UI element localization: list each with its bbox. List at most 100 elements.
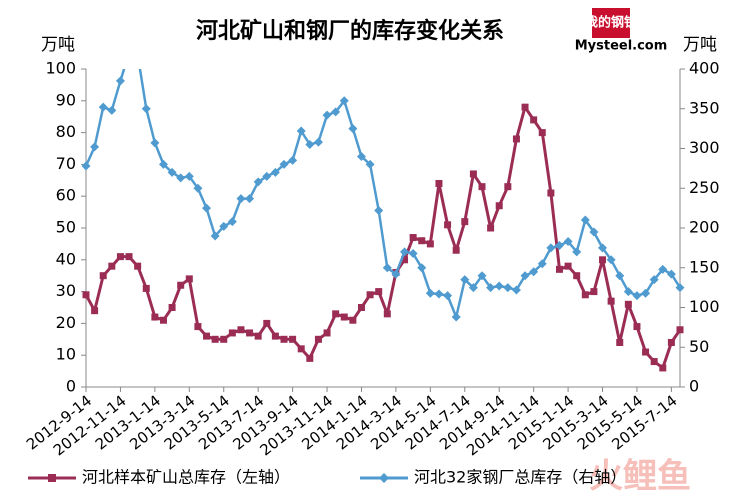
y-tick-label: 0 (66, 377, 76, 396)
marker (444, 221, 452, 229)
plot-area (81, 50, 685, 372)
marker (633, 323, 641, 331)
marker (134, 262, 142, 270)
marker (313, 137, 323, 147)
marker (564, 262, 572, 270)
marker (478, 183, 486, 191)
y-axis-label: 万吨 (41, 35, 75, 55)
y2-tick-label: 100 (689, 297, 720, 316)
legend-marker (48, 474, 56, 482)
marker (322, 110, 332, 120)
marker (425, 288, 435, 298)
y-tick-label: 60 (56, 186, 76, 205)
watermark: 火鲤鱼 (589, 457, 691, 497)
marker (210, 231, 220, 241)
marker (116, 253, 124, 261)
y-tick-label: 40 (56, 249, 76, 268)
marker (219, 221, 229, 231)
marker (151, 313, 159, 321)
marker (99, 272, 107, 280)
marker (649, 275, 659, 285)
marker (452, 246, 460, 254)
marker (133, 50, 142, 59)
logo-text: Mysteel.com (575, 39, 668, 54)
marker (632, 291, 642, 301)
marker (280, 335, 288, 343)
y2-tick-label: 350 (689, 98, 720, 117)
marker (504, 183, 512, 191)
y-tick-label: 50 (56, 218, 76, 237)
marker (262, 171, 272, 181)
marker (547, 189, 555, 197)
marker (599, 256, 607, 264)
marker (365, 159, 375, 169)
y-tick-label: 70 (56, 154, 76, 173)
marker (81, 161, 91, 171)
marker (487, 224, 495, 232)
marker (383, 310, 391, 318)
marker (246, 329, 254, 337)
marker (443, 291, 453, 301)
marker (289, 335, 297, 343)
series-line (84, 69, 682, 319)
marker (641, 288, 651, 298)
marker (331, 107, 341, 117)
marker (598, 243, 608, 253)
marker (408, 248, 418, 258)
marker (202, 203, 212, 213)
marker (461, 218, 469, 226)
marker (382, 263, 392, 273)
marker (538, 129, 546, 137)
marker (167, 167, 177, 177)
marker (296, 126, 306, 136)
marker (555, 265, 563, 273)
marker (494, 281, 504, 291)
marker (581, 291, 589, 299)
y2-tick-label: 150 (689, 257, 720, 276)
marker (676, 326, 684, 334)
marker (236, 194, 246, 204)
marker (108, 262, 116, 270)
series-line (84, 105, 682, 370)
marker (624, 300, 632, 308)
marker (168, 304, 176, 311)
legend-marker (379, 473, 389, 483)
marker (194, 323, 202, 331)
y2-tick-label: 50 (689, 337, 709, 356)
marker (245, 194, 255, 204)
marker (115, 76, 125, 86)
y2-tick-label: 0 (689, 377, 699, 396)
marker (426, 240, 434, 248)
marker (357, 304, 365, 311)
marker (184, 171, 194, 181)
legend-label: 河北32家钢厂总库存（右轴） (414, 468, 626, 487)
marker (141, 104, 151, 114)
marker (82, 291, 90, 299)
marker (511, 285, 521, 295)
marker (391, 269, 401, 279)
y2-tick-label: 200 (689, 218, 720, 237)
marker (667, 338, 675, 346)
marker (642, 348, 650, 356)
marker (263, 319, 271, 327)
marker (228, 329, 236, 337)
marker (366, 291, 374, 299)
logo-text: 我的钢铁 (585, 15, 637, 31)
marker (356, 151, 366, 161)
marker (503, 283, 513, 293)
marker (220, 335, 228, 343)
marker (573, 272, 581, 280)
marker (150, 138, 160, 148)
marker (659, 364, 667, 372)
marker (142, 284, 150, 292)
marker (271, 332, 279, 340)
marker (495, 202, 503, 210)
marker (400, 247, 410, 257)
y2-tick-label: 400 (689, 59, 720, 78)
marker (537, 259, 547, 269)
marker (434, 289, 444, 299)
marker (615, 271, 625, 281)
marker (305, 140, 315, 150)
marker (91, 307, 99, 315)
marker (546, 243, 556, 253)
